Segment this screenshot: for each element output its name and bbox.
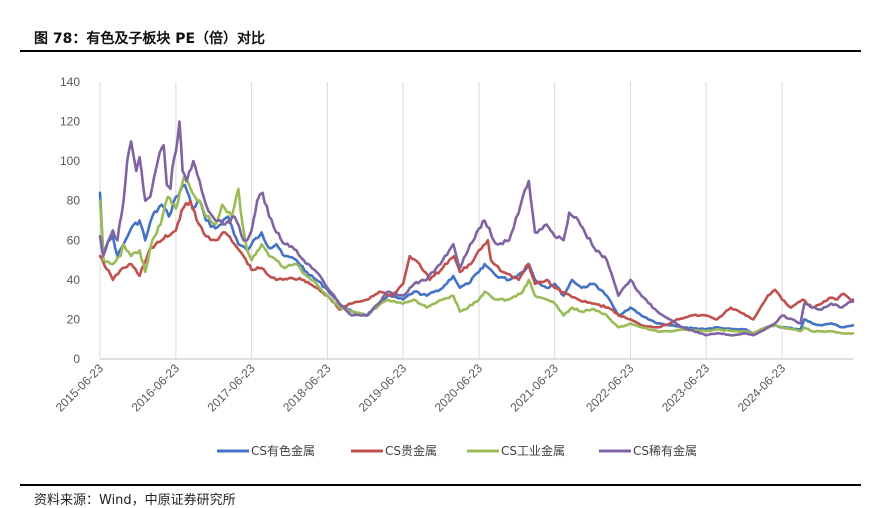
y-tick-label: 80 <box>67 194 81 208</box>
series-line <box>98 120 855 337</box>
x-tick-label: 2017-06-23 <box>204 361 258 415</box>
y-tick-label: 100 <box>60 154 80 168</box>
x-tick-label: 2021-06-23 <box>508 361 562 415</box>
y-tick-label: 40 <box>67 273 81 287</box>
series-line <box>98 183 855 335</box>
source-note: 资料来源：Wind，中原证券研究所 <box>34 493 236 508</box>
legend-label: CS稀有金属 <box>633 443 697 458</box>
legend-label: CS有色金属 <box>251 443 315 458</box>
y-tick-label: 0 <box>73 352 80 366</box>
x-tick-label: 2023-06-23 <box>659 361 713 415</box>
y-tick-label: 60 <box>67 233 81 247</box>
legend-label: CS工业金属 <box>501 443 565 458</box>
series-line <box>98 175 855 335</box>
y-tick-label: 140 <box>60 75 80 89</box>
x-tick-label: 2024-06-23 <box>735 361 789 415</box>
y-tick-label: 20 <box>67 312 81 326</box>
y-tick-label: 120 <box>60 115 80 129</box>
figure-title: 图 78：有色及子板块 PE（倍）对比 <box>34 31 266 47</box>
series-line <box>98 199 855 329</box>
top-rule <box>20 50 861 52</box>
x-tick-label: 2019-06-23 <box>356 361 410 415</box>
legend-label: CS贵金属 <box>385 443 437 458</box>
bottom-rule <box>20 484 861 486</box>
x-tick-label: 2020-06-23 <box>432 361 486 415</box>
x-tick-label: 2016-06-23 <box>129 361 183 415</box>
x-tick-label: 2018-06-23 <box>280 361 334 415</box>
x-tick-label: 2015-06-23 <box>53 361 107 415</box>
x-tick-label: 2022-06-23 <box>583 361 637 415</box>
